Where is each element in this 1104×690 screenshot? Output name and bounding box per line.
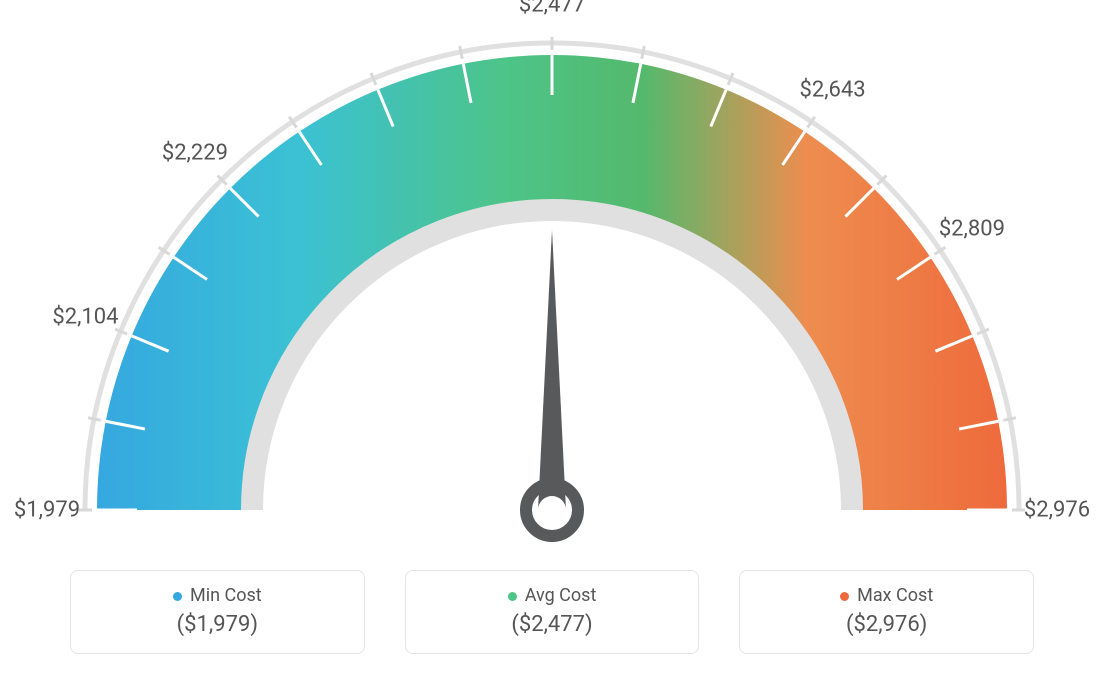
- gauge-tick-label: $2,809: [939, 217, 1005, 242]
- gauge-tick-label: $2,643: [799, 78, 865, 103]
- min-dot-icon: [173, 592, 182, 601]
- avg-dot-icon: [508, 592, 517, 601]
- gauge-svg: [0, 0, 1104, 560]
- gauge-tick-label: $2,477: [519, 0, 585, 18]
- gauge-tick-label: $2,229: [162, 140, 228, 165]
- gauge-tick-label: $2,104: [52, 304, 118, 329]
- min-cost-label: Min Cost: [91, 585, 344, 606]
- avg-cost-value: ($2,477): [426, 612, 679, 637]
- max-dot-icon: [840, 592, 849, 601]
- gauge-chart: $1,979 $2,104 $2,229 $2,477 $2,643 $2,809 $2,9…: [0, 0, 1104, 560]
- max-label-text: Max Cost: [857, 585, 933, 606]
- avg-cost-label: Avg Cost: [426, 585, 679, 606]
- min-label-text: Min Cost: [190, 585, 262, 606]
- max-cost-label: Max Cost: [760, 585, 1013, 606]
- avg-cost-card: Avg Cost ($2,477): [405, 570, 700, 654]
- summary-cards: Min Cost ($1,979) Avg Cost ($2,477) Max …: [0, 570, 1104, 654]
- gauge-tick-label: $2,976: [1024, 498, 1090, 523]
- max-cost-value: ($2,976): [760, 612, 1013, 637]
- min-cost-card: Min Cost ($1,979): [70, 570, 365, 654]
- min-cost-value: ($1,979): [91, 612, 344, 637]
- max-cost-card: Max Cost ($2,976): [739, 570, 1034, 654]
- avg-label-text: Avg Cost: [525, 585, 597, 606]
- gauge-tick-label: $1,979: [14, 498, 80, 523]
